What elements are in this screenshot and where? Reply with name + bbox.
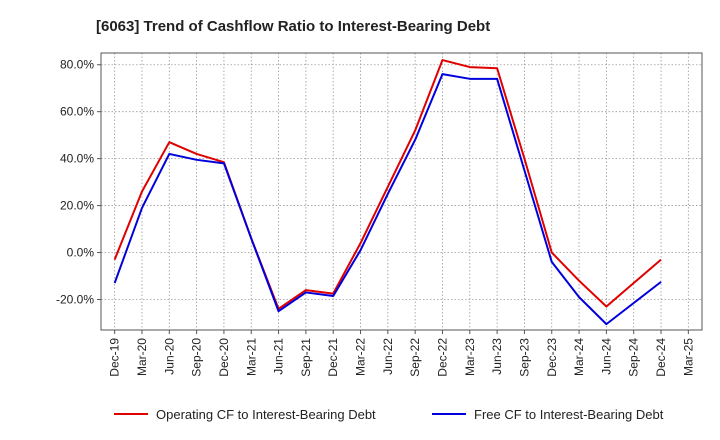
x-tick-label: Jun-20	[162, 338, 176, 375]
x-tick-label: Dec-21	[326, 338, 340, 377]
x-tick-label: Mar-21	[244, 338, 258, 376]
x-tick-label: Dec-19	[108, 338, 122, 377]
legend: Operating CF to Interest-Bearing Debt Fre…	[114, 407, 664, 422]
x-tick-label: Jun-23	[490, 338, 504, 375]
y-tick-label: 0.0%	[67, 246, 95, 260]
legend-label: Free CF to Interest-Bearing Debt	[474, 407, 664, 422]
legend-operating-cf: Operating CF to Interest-Bearing Debt	[114, 407, 376, 422]
x-tick-label: Sep-20	[190, 338, 204, 377]
series-layer	[113, 59, 662, 326]
chart-title: [6063] Trend of Cashflow Ratio to Intere…	[96, 18, 490, 35]
x-tick-label: Dec-20	[217, 338, 231, 377]
x-axis: Dec-19 Mar-20 Jun-20 Sep-20 Dec-20 Mar-21 Jun-…	[108, 330, 695, 377]
x-tick-label: Sep-22	[408, 338, 422, 377]
grid	[101, 53, 702, 330]
x-tick-label: Mar-25	[681, 338, 695, 376]
x-tick-label: Jun-24	[599, 338, 613, 375]
x-tick-label: Mar-24	[572, 338, 586, 376]
x-tick-label: Jun-22	[381, 338, 395, 375]
x-tick-label: Dec-22	[435, 338, 449, 377]
y-tick-label: 80.0%	[60, 58, 94, 72]
y-tick-label: 20.0%	[60, 199, 94, 213]
legend-free-cf: Free CF to Interest-Bearing Debt	[432, 407, 664, 422]
x-tick-label: Sep-23	[517, 338, 531, 377]
series-line-operating-cf	[113, 59, 662, 310]
y-tick-label: -20.0%	[56, 292, 94, 306]
x-tick-label: Dec-23	[545, 338, 559, 377]
y-axis: 80.0% 60.0% 40.0% 20.0% 0.0% -20.0%	[56, 58, 101, 306]
x-tick-label: Sep-24	[627, 338, 641, 377]
x-tick-label: Mar-22	[354, 338, 368, 376]
x-tick-label: Sep-21	[299, 338, 313, 377]
x-tick-label: Mar-20	[135, 338, 149, 376]
y-tick-label: 40.0%	[60, 152, 94, 166]
plot-frame	[100, 52, 703, 331]
y-tick-label: 60.0%	[60, 105, 94, 119]
x-tick-label: Jun-21	[272, 338, 286, 375]
x-tick-label: Dec-24	[654, 338, 668, 377]
series-line-free-cf	[113, 73, 662, 326]
x-tick-label: Mar-23	[463, 338, 477, 376]
legend-label: Operating CF to Interest-Bearing Debt	[156, 407, 376, 422]
